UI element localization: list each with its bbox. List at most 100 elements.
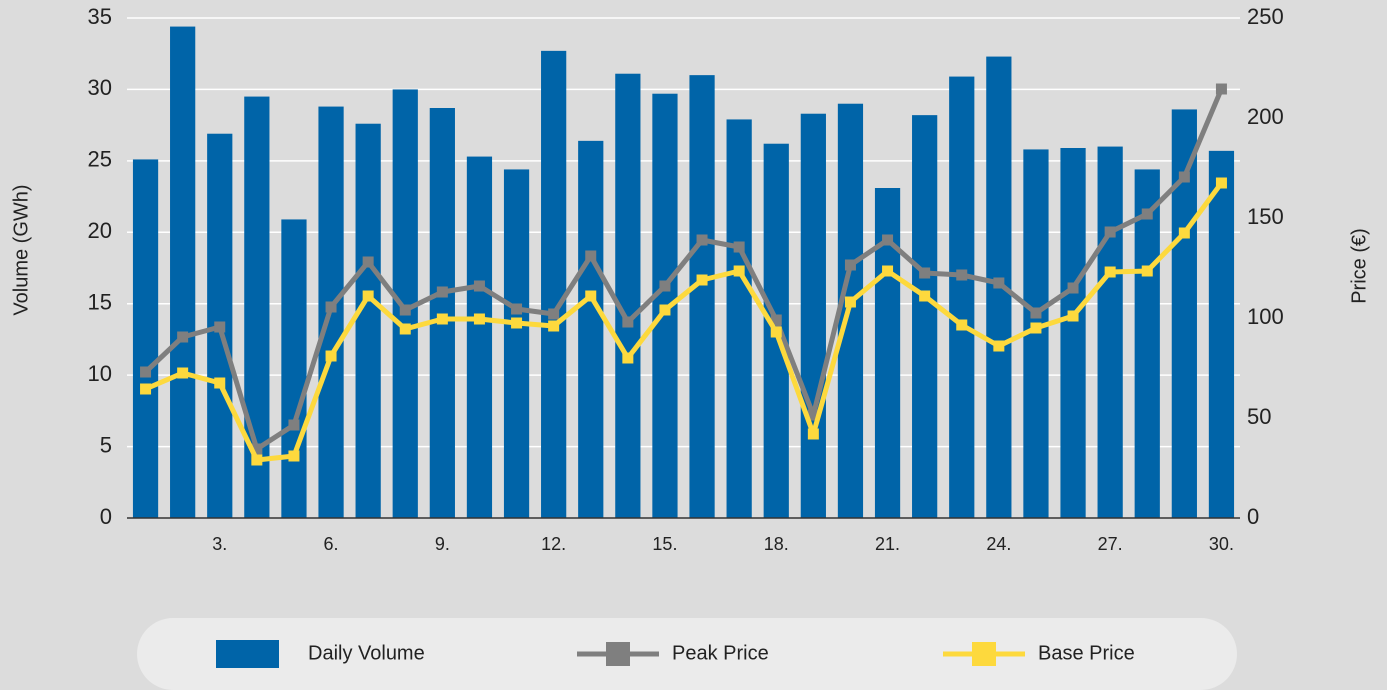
marker [993, 340, 1005, 352]
marker [733, 265, 745, 277]
x-tick-label: 12. [541, 534, 566, 554]
legend-label: Peak Price [672, 642, 769, 664]
bar [689, 75, 715, 519]
bar [578, 140, 604, 518]
marker [622, 316, 634, 328]
marker [956, 269, 968, 281]
y2-tick-label: 150 [1247, 204, 1284, 229]
y-tick-label: 0 [100, 504, 112, 529]
bar [1134, 169, 1160, 518]
bar [949, 76, 975, 519]
y2-tick-label: 100 [1247, 304, 1284, 329]
marker [1104, 226, 1116, 238]
marker [214, 321, 226, 333]
bar [912, 115, 938, 519]
line [144, 181, 1224, 463]
y2-tick-label: 250 [1247, 4, 1284, 29]
y-tick-label: 25 [88, 147, 112, 172]
x-tick-label: 27. [1098, 534, 1123, 554]
legend-swatch [972, 642, 996, 666]
marker [1141, 208, 1153, 220]
bar [541, 50, 567, 518]
x-tick-label: 9. [435, 534, 450, 554]
legend-swatch [216, 640, 279, 668]
y-tick-label: 20 [88, 218, 112, 243]
marker [659, 304, 671, 316]
marker [622, 352, 634, 364]
line [143, 88, 1224, 452]
y-tick-label: 10 [88, 361, 112, 386]
marker [325, 301, 337, 313]
marker [1030, 322, 1042, 334]
marker [993, 277, 1005, 289]
marker [1067, 282, 1079, 294]
marker [511, 303, 523, 315]
bar [503, 169, 530, 518]
marker [696, 234, 708, 246]
x-tick-label: 18. [764, 534, 789, 554]
marker [919, 290, 931, 302]
y-tick-label: 30 [88, 75, 112, 100]
marker [770, 314, 782, 326]
marker [362, 290, 374, 302]
marker [585, 290, 597, 302]
marker [288, 419, 300, 431]
marker [473, 280, 485, 292]
x-tick-label: 3. [212, 534, 227, 554]
bar [355, 123, 381, 518]
bar [1208, 150, 1235, 518]
marker [807, 428, 819, 440]
x-tick-label: 15. [652, 534, 677, 554]
y-tick-label: 5 [100, 432, 112, 457]
marker [251, 443, 263, 455]
marker [919, 267, 931, 279]
marker [882, 265, 894, 277]
bar [170, 26, 196, 518]
marker [325, 350, 337, 362]
x-tick-label: 24. [986, 534, 1011, 554]
legend-label: Base Price [1038, 642, 1135, 664]
bar [429, 108, 455, 518]
marker [140, 383, 152, 395]
marker [399, 323, 411, 335]
marker [956, 319, 968, 331]
marker [511, 317, 523, 329]
marker [844, 259, 856, 271]
marker [362, 256, 374, 268]
marker [882, 234, 894, 246]
y2-tick-label: 0 [1247, 504, 1259, 529]
bar [726, 119, 752, 518]
marker [548, 308, 560, 320]
marker [177, 367, 189, 379]
bar [281, 219, 307, 518]
marker [177, 331, 189, 343]
legend-label: Daily Volume [308, 642, 425, 664]
marker [1215, 177, 1227, 189]
marker [1141, 265, 1153, 277]
marker [288, 450, 300, 462]
y2-tick-label: 50 [1247, 404, 1271, 429]
y-tick-label: 35 [88, 4, 112, 29]
y2-axis-label: Price (€) [1348, 228, 1370, 304]
marker [251, 454, 263, 466]
x-tick-label: 6. [324, 534, 339, 554]
marker [436, 286, 448, 298]
y-tick-label: 15 [88, 290, 112, 315]
marker [1178, 227, 1190, 239]
bar [466, 156, 493, 519]
marker [770, 326, 782, 338]
marker [399, 304, 411, 316]
bar [132, 159, 159, 518]
marker [1030, 307, 1042, 319]
bar [615, 73, 641, 518]
bar [1097, 146, 1123, 519]
x-tick-label: 30. [1209, 534, 1234, 554]
marker [214, 377, 226, 389]
marker [659, 280, 671, 292]
bar [800, 113, 826, 518]
marker [1178, 171, 1190, 183]
marker [585, 250, 597, 262]
marker [1215, 83, 1227, 95]
y-axis-label: Volume (GWh) [10, 184, 32, 315]
marker [436, 313, 448, 325]
